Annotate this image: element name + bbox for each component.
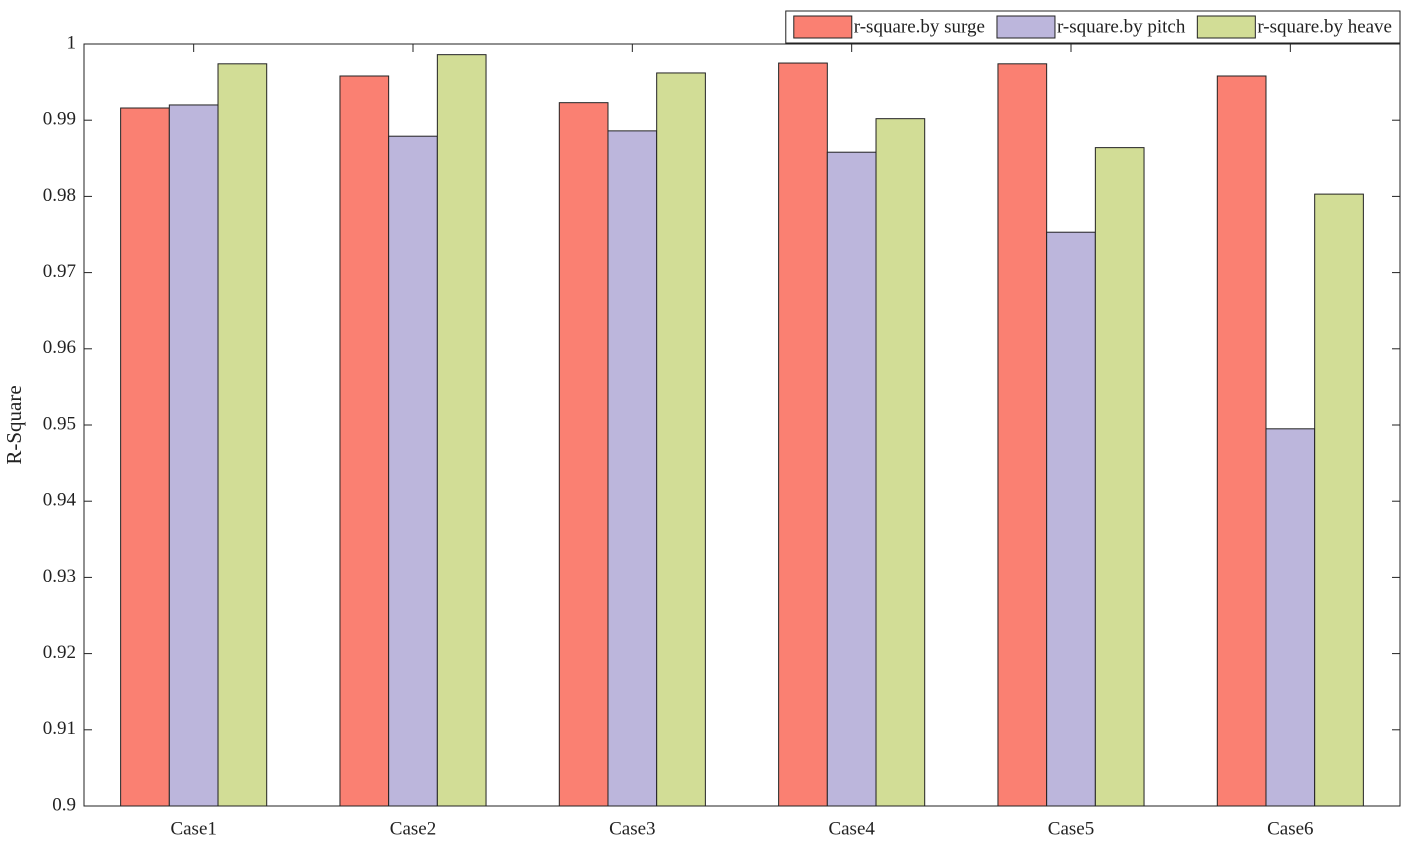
legend-swatch — [996, 15, 1056, 39]
bar — [1265, 428, 1316, 807]
y-tick-label: 0.98 — [43, 185, 76, 206]
legend-swatch — [1196, 15, 1256, 39]
bar — [826, 151, 877, 807]
bar — [120, 107, 170, 807]
y-tick-label: 0.92 — [43, 642, 76, 663]
bar — [1046, 231, 1096, 807]
y-tick-label: 1 — [67, 32, 77, 53]
x-tick-label: Case2 — [390, 818, 436, 839]
x-tick-label: Case1 — [170, 818, 216, 839]
bar — [339, 75, 390, 807]
legend-label: r-square.by pitch — [1057, 16, 1186, 37]
plot-frame — [83, 43, 1401, 807]
y-tick-label: 0.9 — [52, 794, 76, 815]
legend-label: r-square.by surge — [854, 16, 985, 37]
y-tick-label: 0.97 — [43, 261, 76, 282]
legend-box — [785, 10, 1401, 44]
bar — [875, 118, 926, 807]
y-tick-label: 0.93 — [43, 566, 76, 587]
legend-label: r-square.by heave — [1257, 16, 1392, 37]
bar — [1314, 193, 1364, 807]
bar — [388, 135, 438, 807]
bar — [656, 72, 706, 807]
x-tick-label: Case3 — [609, 818, 655, 839]
bar — [558, 102, 609, 807]
bar — [607, 130, 658, 807]
y-tick-label: 0.95 — [43, 413, 76, 434]
y-axis-label: R-Square — [2, 385, 26, 464]
bar — [217, 63, 268, 807]
y-tick-label: 0.94 — [43, 490, 77, 511]
x-tick-label: Case4 — [828, 818, 875, 839]
y-tick-label: 0.91 — [43, 718, 76, 739]
legend-swatch — [793, 15, 853, 39]
x-tick-label: Case6 — [1267, 818, 1313, 839]
bar — [778, 62, 828, 807]
bar — [1216, 75, 1267, 807]
x-tick-label: Case5 — [1048, 818, 1094, 839]
y-tick-label: 0.99 — [43, 109, 76, 130]
bar — [168, 104, 219, 807]
bar — [1094, 147, 1145, 807]
bar — [997, 63, 1048, 807]
y-tick-label: 0.96 — [43, 337, 76, 358]
bar — [436, 54, 487, 807]
